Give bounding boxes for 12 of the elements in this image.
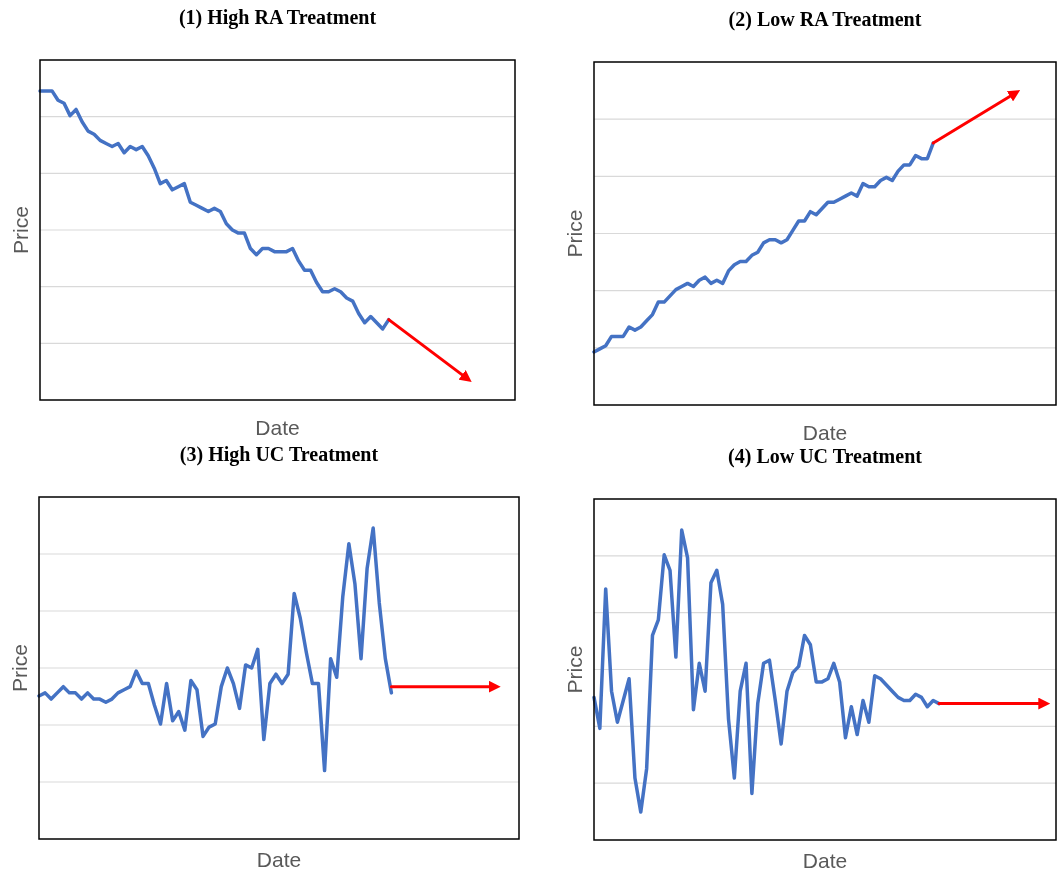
chart-title: (3) High UC Treatment bbox=[179, 443, 379, 466]
x-axis-title: Date bbox=[802, 421, 848, 444]
y-axis-title: Price bbox=[8, 644, 31, 692]
y-axis-title: Price bbox=[563, 645, 586, 694]
chart-title: (1) High RA Treatment bbox=[178, 6, 377, 29]
x-axis-title: Date bbox=[802, 849, 848, 872]
y-axis-title: Price bbox=[9, 206, 32, 254]
x-axis-title: Date bbox=[256, 848, 302, 871]
y-axis-title: Price bbox=[563, 209, 586, 258]
chart-title: (4) Low UC Treatment bbox=[728, 445, 923, 468]
x-axis-title: Date bbox=[255, 416, 300, 439]
chart-title: (2) Low RA Treatment bbox=[728, 8, 922, 31]
